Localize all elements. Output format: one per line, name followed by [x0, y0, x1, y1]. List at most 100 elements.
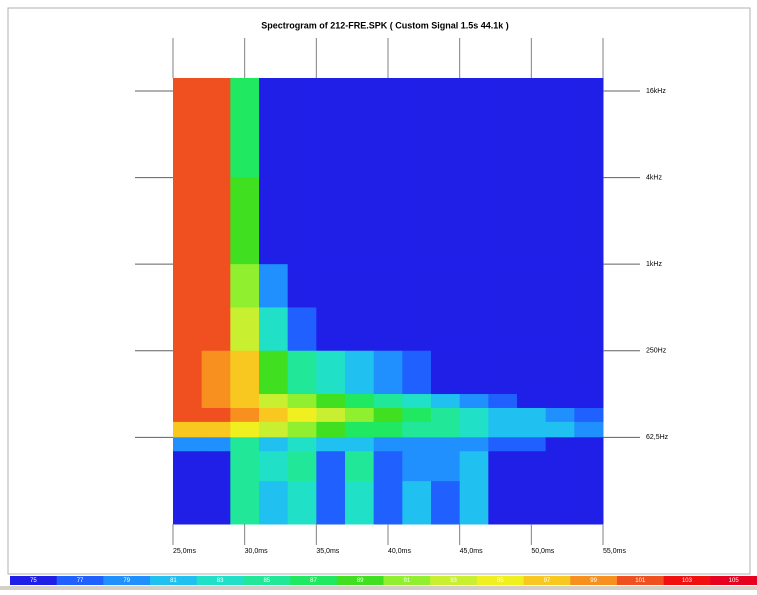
y-tick-label: 62,5Hz: [646, 434, 669, 441]
colorbar-label: 105: [729, 578, 740, 584]
heatmap-cell: [373, 407, 403, 423]
colorbar-cell: [336, 576, 384, 585]
colorbar-cell: [383, 576, 431, 585]
colorbar-cell: [243, 576, 291, 585]
heatmap-cell: [459, 177, 489, 265]
x-tick-label: 35,0ms: [316, 548, 339, 555]
colorbar-cell: [476, 576, 525, 585]
colorbar-cell: [103, 576, 151, 585]
heatmap-cell: [316, 264, 346, 308]
colorbar-label: 103: [682, 578, 693, 584]
heatmap-cell: [373, 437, 403, 452]
heatmap-cell: [259, 307, 289, 352]
heatmap-cell: [373, 481, 403, 525]
heatmap-cell: [316, 481, 346, 525]
heatmap-cell: [545, 394, 575, 409]
heatmap-cell: [545, 421, 575, 438]
heatmap-cell: [230, 307, 260, 352]
x-tick-label: 45,0ms: [460, 548, 483, 555]
heatmap-cell: [173, 177, 203, 265]
x-tick-label: 30,0ms: [245, 548, 268, 555]
heatmap-cell: [402, 481, 432, 525]
heatmap-cell: [259, 78, 289, 179]
colorbar-cell: [150, 576, 198, 585]
heatmap-cell: [488, 307, 518, 352]
heatmap-cell: [173, 421, 203, 438]
colorbar-label: 101: [635, 578, 646, 584]
heatmap-cell: [259, 394, 289, 409]
heatmap-cell: [259, 350, 289, 395]
heatmap-cell: [345, 437, 375, 452]
heatmap-cell: [173, 78, 203, 179]
y-tick-label: 4kHz: [646, 174, 662, 181]
heatmap-cell: [201, 437, 231, 452]
y-tick-label: 250Hz: [646, 348, 667, 355]
colorbar-cell: [616, 576, 665, 585]
colorbar-cell: [430, 576, 478, 585]
heatmap-cell: [345, 481, 375, 525]
heatmap-cell: [345, 307, 375, 352]
heatmap-cell: [517, 481, 547, 525]
heatmap-cell: [517, 177, 547, 265]
heatmap-cell: [345, 78, 375, 179]
heatmap-cell: [316, 78, 346, 179]
colorbar-cell: [710, 576, 757, 585]
heatmap-cell: [287, 481, 317, 525]
heatmap-cell: [488, 407, 518, 423]
heatmap-cell: [345, 421, 375, 438]
heatmap-cell: [517, 421, 547, 438]
heatmap-cell: [373, 394, 403, 409]
heatmap-cell: [373, 177, 403, 265]
colorbar-cell: [523, 576, 571, 585]
heatmap-cell: [574, 481, 604, 525]
heatmap-cell: [316, 421, 346, 438]
heatmap-cell: [488, 421, 518, 438]
colorbar-cell: [56, 576, 104, 585]
heatmap-cell: [545, 177, 575, 265]
heatmap-cell: [345, 264, 375, 308]
heatmap-cell: [488, 394, 518, 409]
heatmap-cell: [173, 481, 203, 525]
heatmap-cell: [287, 264, 317, 308]
heatmap-cell: [373, 264, 403, 308]
heatmap-cell: [402, 421, 432, 438]
heatmap-cell: [173, 394, 203, 409]
heatmap-cell: [545, 481, 575, 525]
colorbar-label: 81: [170, 578, 177, 584]
heatmap-cell: [488, 350, 518, 395]
heatmap-cell: [173, 451, 203, 482]
heatmap-cell: [201, 481, 231, 525]
heatmap-cell: [488, 451, 518, 482]
heatmap-cell: [402, 350, 432, 395]
colorbar-label: 97: [544, 578, 551, 584]
heatmap-cell: [201, 421, 231, 438]
heatmap-cell: [373, 421, 403, 438]
colorbar-cell: [196, 576, 244, 585]
colorbar-label: 83: [217, 578, 224, 584]
heatmap-cell: [545, 78, 575, 179]
x-tick-label: 50,0ms: [531, 548, 554, 555]
heatmap-cell: [574, 394, 604, 409]
heatmap-cell: [230, 264, 260, 308]
heatmap-cell: [459, 481, 489, 525]
colorbar-label: 93: [450, 578, 457, 584]
heatmap-cell: [574, 350, 604, 395]
heatmap-cell: [431, 350, 461, 395]
heatmap-cell: [459, 264, 489, 308]
heatmap-cell: [259, 437, 289, 452]
y-tick-label: 16kHz: [646, 88, 666, 95]
heatmap-cell: [517, 451, 547, 482]
heatmap-cell: [287, 394, 317, 409]
heatmap-cell: [459, 407, 489, 423]
heatmap-cell: [316, 451, 346, 482]
colorbar-cell: [663, 576, 711, 585]
heatmap-cell: [316, 177, 346, 265]
heatmap-cell: [230, 177, 260, 265]
heatmap-cell: [287, 350, 317, 395]
heatmap-cell: [459, 78, 489, 179]
colorbar-label: 87: [310, 578, 317, 584]
heatmap-cell: [431, 264, 461, 308]
heatmap-cell: [574, 407, 604, 423]
heatmap-cell: [402, 407, 432, 423]
heatmap-cell: [173, 264, 203, 308]
